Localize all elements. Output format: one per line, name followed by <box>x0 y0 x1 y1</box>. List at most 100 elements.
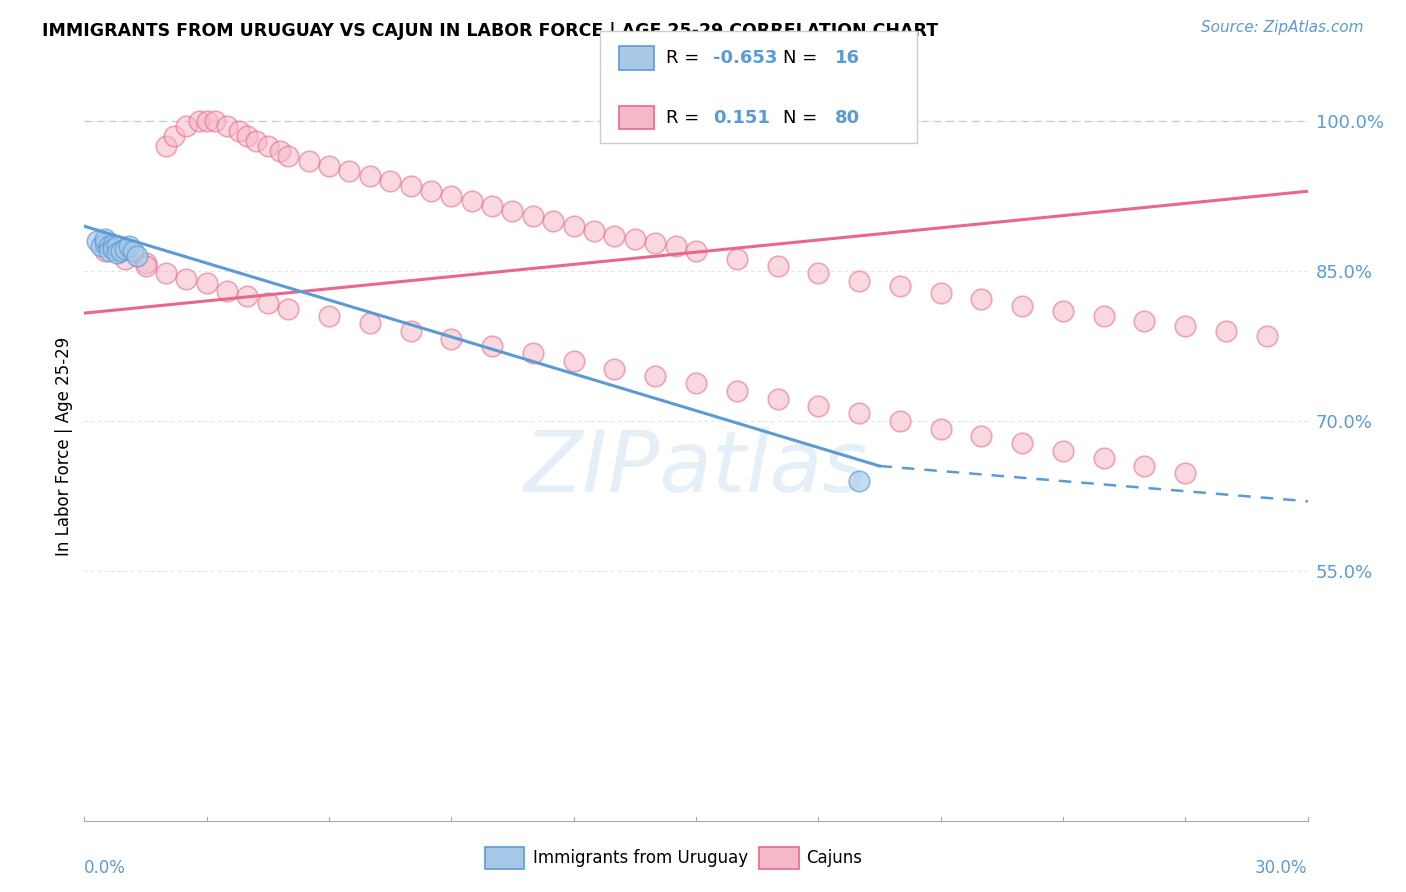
Point <box>766 392 789 406</box>
Point <box>1011 299 1033 313</box>
Point <box>1174 466 1197 480</box>
Text: ZIPatlas: ZIPatlas <box>524 427 868 510</box>
Point <box>228 124 250 138</box>
Point <box>889 414 911 428</box>
Text: N =: N = <box>783 109 823 127</box>
Text: R =: R = <box>666 49 706 67</box>
Point <box>766 259 789 273</box>
Point <box>1052 444 1074 458</box>
Point <box>127 249 149 263</box>
Point <box>399 324 422 338</box>
Point <box>1133 458 1156 473</box>
Point <box>603 229 626 244</box>
Point <box>93 232 115 246</box>
Point <box>1052 304 1074 318</box>
Point <box>603 362 626 376</box>
Point <box>848 274 870 288</box>
Text: R =: R = <box>666 109 706 127</box>
Point <box>725 384 748 398</box>
Point <box>624 232 647 246</box>
Point <box>93 244 115 259</box>
Point <box>155 139 177 153</box>
Point <box>359 169 381 184</box>
Point <box>318 309 340 323</box>
Point <box>257 296 280 310</box>
Text: N =: N = <box>783 49 823 67</box>
Point <box>277 302 299 317</box>
Point <box>1092 450 1115 465</box>
Point <box>195 276 218 290</box>
Y-axis label: In Labor Force | Age 25-29: In Labor Force | Age 25-29 <box>55 336 73 556</box>
Point <box>440 332 463 346</box>
Point <box>236 129 259 144</box>
Text: Cajuns: Cajuns <box>806 849 862 867</box>
Point <box>461 194 484 209</box>
Point <box>245 134 267 148</box>
Point <box>440 189 463 203</box>
Text: Source: ZipAtlas.com: Source: ZipAtlas.com <box>1201 20 1364 35</box>
Point <box>848 406 870 420</box>
Point <box>97 244 120 259</box>
Point <box>665 239 688 253</box>
Point <box>97 239 120 253</box>
Point <box>114 252 136 267</box>
Point <box>562 219 585 234</box>
Point <box>929 286 952 301</box>
Point <box>583 224 606 238</box>
Point <box>685 376 707 390</box>
Text: Immigrants from Uruguay: Immigrants from Uruguay <box>533 849 748 867</box>
Point <box>1215 324 1237 338</box>
Point <box>481 199 503 213</box>
Point <box>204 114 226 128</box>
Text: -0.653: -0.653 <box>713 49 778 67</box>
Point <box>1092 309 1115 323</box>
Text: IMMIGRANTS FROM URUGUAY VS CAJUN IN LABOR FORCE | AGE 25-29 CORRELATION CHART: IMMIGRANTS FROM URUGUAY VS CAJUN IN LABO… <box>42 22 938 40</box>
Point <box>174 272 197 286</box>
Point <box>970 292 993 306</box>
Text: 16: 16 <box>835 49 860 67</box>
Point <box>1256 329 1278 343</box>
Point <box>543 214 565 228</box>
Point <box>889 279 911 293</box>
Text: 80: 80 <box>835 109 860 127</box>
Point <box>318 159 340 173</box>
Point <box>807 266 830 280</box>
Point <box>481 339 503 353</box>
Point <box>298 154 321 169</box>
Point <box>1133 314 1156 328</box>
Point <box>562 354 585 368</box>
Point <box>174 120 197 134</box>
Point <box>105 246 128 260</box>
Point <box>725 252 748 267</box>
Point <box>90 239 112 253</box>
Point <box>93 236 115 251</box>
Point <box>135 256 157 270</box>
Point <box>339 164 361 178</box>
Point <box>522 209 544 223</box>
Point <box>644 236 666 251</box>
Point <box>101 242 124 256</box>
Point <box>105 239 128 253</box>
Point <box>217 284 239 298</box>
Point <box>236 289 259 303</box>
Point <box>420 184 443 198</box>
Point <box>929 422 952 436</box>
Text: 0.0%: 0.0% <box>84 859 127 877</box>
Point <box>110 244 132 259</box>
Point <box>807 399 830 413</box>
Point <box>135 259 157 273</box>
Point <box>257 139 280 153</box>
Point <box>101 238 124 252</box>
Point <box>1174 319 1197 334</box>
Point <box>970 429 993 443</box>
Point <box>399 179 422 194</box>
Point <box>277 149 299 163</box>
Point <box>118 239 141 253</box>
Point <box>380 174 402 188</box>
Point <box>86 234 108 248</box>
Point <box>163 129 186 144</box>
Point <box>522 346 544 360</box>
Point <box>217 120 239 134</box>
Point <box>502 204 524 219</box>
Point <box>848 474 870 488</box>
